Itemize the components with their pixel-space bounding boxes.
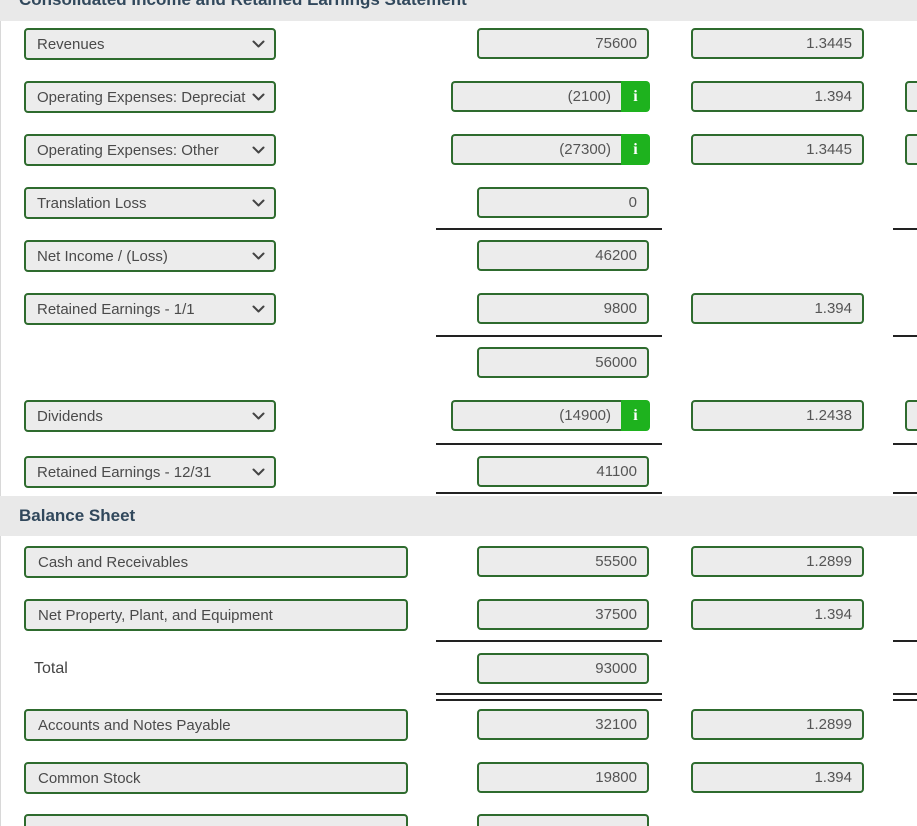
total-rule-double [893, 693, 917, 701]
total-rule-double [436, 693, 662, 701]
account-label-input-next[interactable] [24, 814, 408, 826]
subtotal-rule [436, 228, 662, 230]
account-label-input-net-ppe[interactable] [24, 599, 408, 631]
amount-input-retained-earnings-12-31[interactable] [477, 456, 649, 487]
income-statement-header: Consolidated Income and Retained Earning… [19, 0, 467, 9]
rate-input-dividends[interactable] [691, 400, 864, 431]
translated-amount-input[interactable] [905, 400, 917, 431]
chevron-down-icon [252, 40, 265, 47]
account-label-input-accounts-notes-payable[interactable] [24, 709, 408, 741]
rate-input-op-other[interactable] [691, 134, 864, 165]
amount-input-net-ppe[interactable] [477, 599, 649, 630]
amount-input-cash-receivables[interactable] [477, 546, 649, 577]
chevron-down-icon [252, 412, 265, 419]
amount-input-dividends[interactable] [451, 400, 621, 431]
info-icon: i [633, 407, 638, 424]
select-value: Dividends [37, 407, 103, 425]
container-left-border [0, 21, 1, 826]
amount-input-revenues[interactable] [477, 28, 649, 59]
rate-input-common-stock[interactable] [691, 762, 864, 793]
select-value: Net Income / (Loss) [37, 247, 168, 265]
info-button[interactable]: i [621, 134, 650, 165]
rate-input-cash-receivables[interactable] [691, 546, 864, 577]
chevron-down-icon [252, 146, 265, 153]
balance-sheet-header: Balance Sheet [19, 506, 136, 525]
info-icon: i [633, 141, 638, 158]
account-select-revenues[interactable]: Revenues [24, 28, 276, 60]
rate-input-op-depreciation[interactable] [691, 81, 864, 112]
amount-input-net-income[interactable] [477, 240, 649, 271]
rate-input-net-ppe[interactable] [691, 599, 864, 630]
select-value: Revenues [37, 35, 105, 53]
subtotal-rule [893, 228, 917, 230]
chevron-down-icon [252, 305, 265, 312]
amount-group-op-depreciation: i [451, 81, 650, 112]
account-select-translation-loss[interactable]: Translation Loss [24, 187, 276, 219]
chevron-down-icon [252, 93, 265, 100]
balance-sheet-header-band: Balance Sheet [0, 496, 917, 536]
account-label-input-cash-receivables[interactable] [24, 546, 408, 578]
translated-amount-input[interactable] [905, 134, 917, 165]
amount-input-retained-earnings-1-1[interactable] [477, 293, 649, 324]
amount-input-op-depreciation[interactable] [451, 81, 621, 112]
subtotal-rule [436, 443, 662, 445]
account-select-op-depreciation[interactable]: Operating Expenses: Depreciation [24, 81, 276, 113]
subtotal-rule [436, 640, 662, 642]
amount-input-accounts-notes-payable[interactable] [477, 709, 649, 740]
account-label-input-common-stock[interactable] [24, 762, 408, 794]
chevron-down-icon [252, 468, 265, 475]
total-label: Total [34, 660, 68, 677]
rate-input-revenues[interactable] [691, 28, 864, 59]
select-value: Retained Earnings - 12/31 [37, 463, 212, 481]
info-icon: i [633, 88, 638, 105]
amount-input-next[interactable] [477, 814, 649, 826]
translated-amount-input[interactable] [905, 81, 917, 112]
account-select-net-income[interactable]: Net Income / (Loss) [24, 240, 276, 272]
amount-input-subtotal[interactable] [477, 347, 649, 378]
info-button[interactable]: i [621, 400, 650, 431]
subtotal-rule [436, 335, 662, 337]
amount-input-total-assets[interactable] [477, 653, 649, 684]
amount-group-op-other: i [451, 134, 650, 165]
select-value: Translation Loss [37, 194, 147, 212]
account-select-retained-earnings-12-31[interactable]: Retained Earnings - 12/31 [24, 456, 276, 488]
amount-input-op-other[interactable] [451, 134, 621, 165]
subtotal-rule [893, 335, 917, 337]
amount-input-common-stock[interactable] [477, 762, 649, 793]
select-value: Operating Expenses: Other [37, 141, 219, 159]
subtotal-rule [893, 443, 917, 445]
subtotal-rule [893, 640, 917, 642]
account-select-op-other[interactable]: Operating Expenses: Other [24, 134, 276, 166]
info-button[interactable]: i [621, 81, 650, 112]
select-value: Retained Earnings - 1/1 [37, 300, 195, 318]
chevron-down-icon [252, 252, 265, 259]
income-statement-header-band: Consolidated Income and Retained Earning… [0, 0, 917, 21]
rate-input-accounts-notes-payable[interactable] [691, 709, 864, 740]
select-value: Operating Expenses: Depreciation [37, 88, 246, 106]
account-select-retained-earnings-1-1[interactable]: Retained Earnings - 1/1 [24, 293, 276, 325]
rate-input-retained-earnings-1-1[interactable] [691, 293, 864, 324]
chevron-down-icon [252, 199, 265, 206]
account-select-dividends[interactable]: Dividends [24, 400, 276, 432]
amount-group-dividends: i [451, 400, 650, 431]
amount-input-translation-loss[interactable] [477, 187, 649, 218]
